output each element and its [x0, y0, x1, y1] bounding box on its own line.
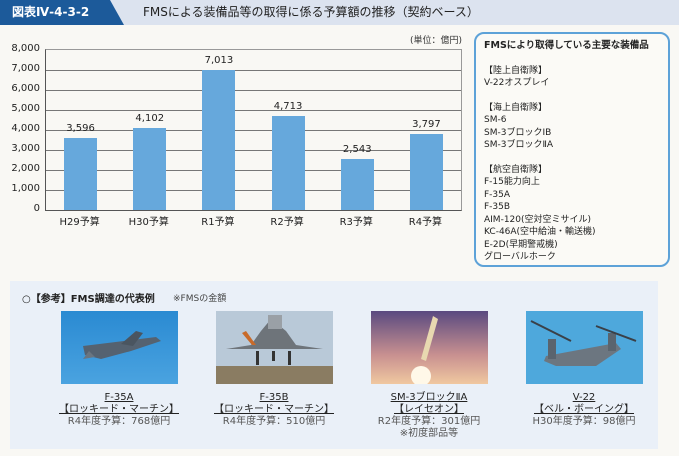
gridline: [46, 70, 461, 71]
bar-value-label: 3,596: [66, 123, 95, 135]
equipment-group: 【陸上自衛隊】 V-22オスプレイ: [484, 65, 660, 90]
bar: [271, 115, 305, 210]
x-tick-label: R4予算: [408, 217, 443, 228]
y-tick-label: 3,000: [11, 143, 40, 154]
bar: [340, 159, 374, 210]
equipment-item: F-35A: [484, 189, 511, 200]
box-title: FMSにより取得している主要な装備品: [484, 40, 649, 51]
v22-photo: [525, 311, 643, 384]
bar-value-label: 3,797: [412, 119, 441, 131]
bar: [64, 138, 98, 210]
item-maker: 【ロッキード・マーチン】: [59, 404, 179, 415]
equipment-group: 【航空自衛隊】 F-15能力向上 F-35A F-35B AIM-120(空対空ミサイル…: [484, 164, 660, 264]
group-heading: 【海上自衛隊】: [484, 102, 548, 113]
y-tick-label: 8,000: [11, 43, 40, 54]
group-heading: 【陸上自衛隊】: [484, 65, 548, 76]
sm3-photo: [370, 311, 488, 386]
x-tick-label: R3予算: [339, 217, 373, 228]
equipment-item: V-22オスプレイ: [484, 78, 550, 88]
item-maker: 【レイセオン】: [394, 404, 464, 415]
y-tick-label: 2,000: [11, 163, 40, 174]
y-tick-label: 1,000: [11, 183, 40, 194]
y-tick-label: 4,000: [11, 123, 40, 134]
bar-value-label: 4,713: [273, 100, 303, 112]
reference-item-f35b: F-35B 【ロッキード・マーチン】 R4年度予算：510億円: [199, 311, 349, 428]
reference-item-f35a: F-35A 【ロッキード・マーチン】 R4年度予算：768億円: [44, 311, 194, 428]
item-name: SM-3ブロックⅡA: [390, 392, 468, 403]
equipment-item: グローバルホーク: [484, 252, 556, 262]
item-name: F-35B: [259, 392, 289, 403]
x-tick-label: R2予算: [270, 217, 304, 228]
equipment-group: 【海上自衛隊】 SM-6 SM-3ブロックⅠB SM-3ブロックⅡA: [484, 102, 660, 152]
equipment-item: F-35B: [484, 202, 511, 212]
unit-label: (単位：億円): [410, 36, 463, 46]
bar-value-label: 2,543: [342, 144, 372, 156]
bar: [202, 69, 236, 210]
figure-title: FMSによる装備品等の取得に係る予算額の推移（契約ベース）: [143, 5, 479, 19]
item-maker: 【ベル・ボーイング】: [534, 404, 634, 415]
group-heading: 【航空自衛隊】: [484, 164, 548, 175]
item-name: F-35A: [104, 392, 134, 403]
item-budget: R2年度予算：301億円: [377, 416, 481, 427]
x-tick-label: H29予算: [59, 217, 100, 228]
f35b-photo: [215, 311, 333, 384]
gridline: [46, 130, 461, 131]
equipment-item: AIM-120(空対空ミサイル): [484, 214, 592, 225]
equipment-item: SM-6: [484, 115, 507, 125]
item-budget: R4年度予算：510億円: [222, 416, 326, 427]
item-budget: H30年度予算：98億円: [532, 416, 636, 427]
figure-label: 図表Ⅳ-4-3-2: [0, 0, 124, 25]
gridline: [46, 110, 461, 111]
y-tick-label: 5,000: [11, 103, 40, 114]
bar: [409, 134, 443, 210]
y-tick-label: 6,000: [11, 83, 40, 94]
equipment-item: F-15能力向上: [484, 177, 540, 187]
major-equipment-box: FMSにより取得している主要な装備品 【陸上自衛隊】 V-22オスプレイ 【海上自衛…: [474, 32, 670, 267]
y-tick-label: 0: [33, 203, 40, 214]
bar-value-label: 4,102: [135, 112, 165, 124]
reference-note: ※FMSの金額: [173, 294, 227, 304]
gridline: [46, 190, 461, 191]
gridline: [46, 150, 461, 151]
equipment-item: SM-3ブロックⅡA: [484, 140, 554, 150]
f35a-photo: [60, 311, 178, 384]
equipment-item: SM-3ブロックⅠB: [484, 127, 552, 138]
bar-value-label: 7,013: [204, 54, 234, 66]
x-tick-label: H30予算: [128, 217, 169, 228]
reference-item-sm3: SM-3ブロックⅡA 【レイセオン】 R2年度予算：301億円 ※初度部品等: [354, 311, 504, 440]
item-note: ※初度部品等: [399, 428, 459, 439]
gridline: [46, 170, 461, 171]
equipment-item: KC-46A(空中給油・輸送機): [484, 227, 596, 237]
plot-area: 3,596 4,102 7,013 4,713 2,543 3,797: [45, 49, 462, 211]
gridline: [46, 90, 461, 91]
item-maker: 【ロッキード・マーチン】: [214, 404, 334, 415]
equipment-item: E-2D(早期警戒機): [484, 239, 558, 250]
bar-chart: 0 1,000 2,000 3,000 4,000 5,000 6,000 7,000 8,00…: [0, 40, 470, 230]
item-name: V-22: [572, 392, 596, 403]
y-tick-label: 7,000: [11, 63, 40, 74]
reference-panel: ○【参考】FMS調達の代表例 ※FMSの金額 F-35A 【ロッキード・マーチン…: [10, 281, 658, 449]
item-budget: R4年度予算：768億円: [67, 416, 171, 427]
reference-title: ○【参考】FMS調達の代表例: [22, 294, 155, 305]
x-tick-label: R1予算: [201, 217, 235, 228]
figure-header: 図表Ⅳ-4-3-2 FMSによる装備品等の取得に係る予算額の推移（契約ベース）: [0, 0, 679, 25]
reference-item-v22: V-22 【ベル・ボーイング】 H30年度予算：98億円: [509, 311, 659, 428]
bar: [133, 127, 167, 210]
